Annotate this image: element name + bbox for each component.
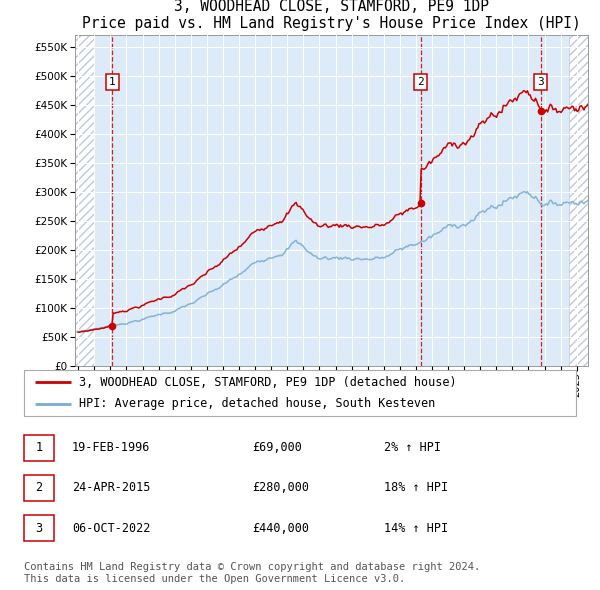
Text: 18% ↑ HPI: 18% ↑ HPI <box>384 481 448 494</box>
Text: 3, WOODHEAD CLOSE, STAMFORD, PE9 1DP (detached house): 3, WOODHEAD CLOSE, STAMFORD, PE9 1DP (de… <box>79 376 457 389</box>
Text: 24-APR-2015: 24-APR-2015 <box>72 481 151 494</box>
Bar <box>569 35 588 366</box>
Title: 3, WOODHEAD CLOSE, STAMFORD, PE9 1DP
Price paid vs. HM Land Registry's House Pri: 3, WOODHEAD CLOSE, STAMFORD, PE9 1DP Pri… <box>82 0 581 31</box>
Text: Contains HM Land Registry data © Crown copyright and database right 2024.
This d: Contains HM Land Registry data © Crown c… <box>24 562 480 584</box>
FancyBboxPatch shape <box>24 370 576 416</box>
Text: 19-FEB-1996: 19-FEB-1996 <box>72 441 151 454</box>
Text: 2: 2 <box>417 77 424 87</box>
Text: £69,000: £69,000 <box>252 441 302 454</box>
Text: 2: 2 <box>35 481 43 494</box>
Bar <box>75 35 94 366</box>
Text: HPI: Average price, detached house, South Kesteven: HPI: Average price, detached house, Sout… <box>79 397 436 410</box>
Text: 3: 3 <box>538 77 544 87</box>
Text: 06-OCT-2022: 06-OCT-2022 <box>72 522 151 535</box>
Text: 2% ↑ HPI: 2% ↑ HPI <box>384 441 441 454</box>
Text: 1: 1 <box>35 441 43 454</box>
Text: 3: 3 <box>35 522 43 535</box>
Text: £280,000: £280,000 <box>252 481 309 494</box>
Text: £440,000: £440,000 <box>252 522 309 535</box>
Text: 1: 1 <box>109 77 116 87</box>
Text: 14% ↑ HPI: 14% ↑ HPI <box>384 522 448 535</box>
